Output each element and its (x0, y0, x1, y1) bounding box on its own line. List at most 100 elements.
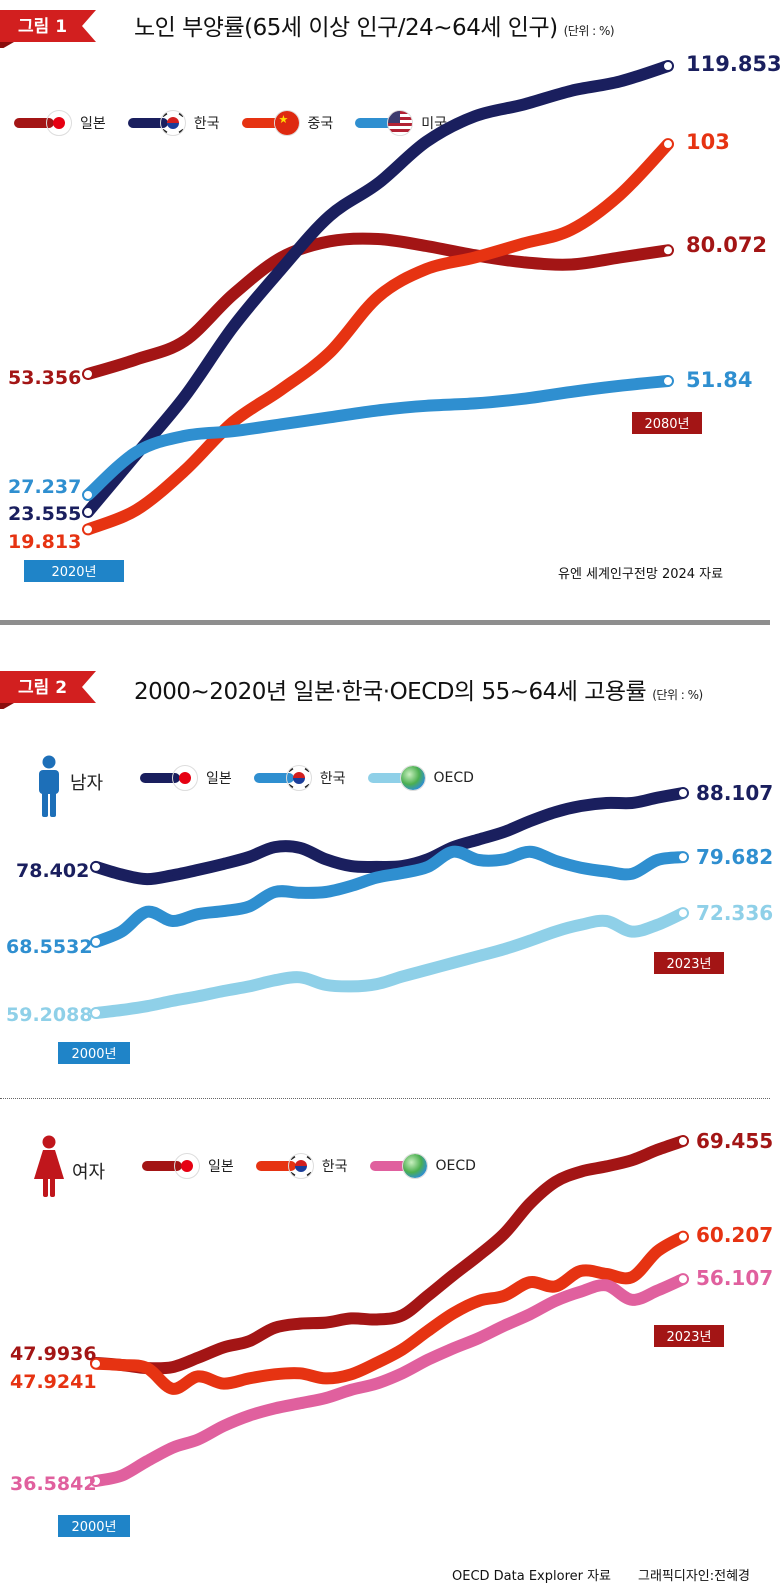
data-point (197, 869, 199, 871)
data-point (329, 215, 331, 217)
data-point (172, 1447, 174, 1449)
data-point (325, 1322, 327, 1324)
male-section-label: 남자 (70, 773, 104, 794)
data-point (299, 847, 301, 849)
data-point (135, 358, 137, 360)
data-point (197, 1375, 199, 1377)
data-point (478, 955, 480, 957)
data-point (197, 1357, 199, 1359)
data-point (121, 931, 123, 933)
end-point-marker (678, 788, 688, 798)
data-point (529, 851, 531, 853)
data-point (172, 920, 174, 922)
data-point (248, 1377, 250, 1379)
data-point (580, 867, 582, 869)
data-point (299, 1323, 301, 1325)
end-point-marker (663, 139, 673, 150)
start-value-label-china: 19.813 (8, 531, 81, 553)
data-point (377, 238, 379, 240)
data-point (503, 1233, 505, 1235)
figure-2-unit: (단위 : %) (652, 688, 703, 702)
data-point (580, 924, 582, 926)
data-point (452, 851, 454, 853)
data-point (503, 948, 505, 950)
end-year-label-male-box (654, 952, 724, 974)
legend-label: OECD (435, 1158, 476, 1174)
legend-swatch (355, 118, 396, 128)
data-point (401, 1372, 403, 1374)
data-point (197, 995, 199, 997)
legend-label: 한국 (319, 771, 346, 787)
data-point (474, 402, 476, 404)
legend-swatch (14, 118, 54, 128)
start-value-label-korea: 23.555 (8, 503, 81, 525)
data-point (274, 1407, 276, 1409)
data-point (350, 1373, 352, 1375)
start-value-label-japan-female: 47.9936 (10, 1343, 97, 1365)
legend-item-2: OECD (369, 1153, 476, 1179)
start-value-label-oecd-male: 59.2088 (6, 1004, 93, 1026)
data-point (401, 872, 403, 874)
data-point (474, 115, 476, 117)
data-point (529, 1313, 531, 1315)
data-point (478, 859, 480, 861)
data-point (299, 1372, 301, 1374)
figure-1: 그림 1 노인 부양률(65세 이상 인구/24~64세 인구) (단위 : %)… (0, 0, 780, 625)
data-point (135, 509, 137, 511)
data-point (631, 873, 633, 875)
data-point (529, 940, 531, 942)
end-point-marker (678, 1231, 688, 1242)
data-point (223, 990, 225, 992)
end-value-label-japan-female: 69.455 (696, 1129, 773, 1153)
legend-item-1: 한국 (253, 765, 346, 791)
data-point (121, 1009, 123, 1011)
globe-icon (399, 765, 426, 791)
data-point (350, 865, 352, 867)
data-point (427, 866, 429, 868)
data-point (146, 1460, 148, 1462)
data-point (631, 931, 633, 933)
legend-swatch (127, 118, 168, 128)
data-point (325, 1397, 327, 1399)
legend-swatch (241, 118, 282, 128)
data-point (656, 1250, 658, 1252)
legend-item-0: 일본 (140, 765, 232, 791)
data-point (248, 856, 250, 858)
data-point (452, 1274, 454, 1276)
korea-flag-icon (285, 765, 312, 791)
data-point (570, 391, 572, 393)
data-point (427, 1359, 429, 1361)
legend-item-1: 한국 (127, 110, 220, 136)
end-value-label-oecd-male: 72.336 (696, 901, 773, 925)
section-dotted-divider (0, 1098, 770, 1099)
legend-label: 한국 (321, 1159, 348, 1175)
data-point (184, 470, 186, 472)
data-point (172, 1366, 174, 1368)
data-point (554, 1285, 556, 1287)
data-point (223, 1425, 225, 1427)
end-value-label-korea-female: 60.207 (696, 1223, 773, 1247)
figure-1-title: 노인 부양률(65세 이상 인구/24~64세 인구) (단위 : %) (134, 8, 615, 42)
start-point-marker (83, 524, 93, 535)
legend-label: 일본 (80, 116, 106, 132)
data-point (427, 969, 429, 971)
legend-swatch (255, 1161, 296, 1171)
data-point (427, 858, 429, 860)
start-point-marker (83, 489, 93, 500)
legend-swatch (253, 773, 294, 783)
figure-2-tag-label: 그림 2 (18, 678, 68, 698)
data-point (325, 891, 327, 893)
end-value-label-china: 103 (686, 130, 730, 154)
start-year-label: 2020년 (51, 565, 96, 580)
legend-label: 일본 (206, 771, 232, 787)
male-legend: 일본 한국 OECD (140, 765, 496, 791)
china-flag-icon: ★ (273, 110, 300, 136)
data-point (274, 1373, 276, 1375)
data-point (184, 395, 186, 397)
chart-2 (90, 787, 689, 1019)
data-point (656, 924, 658, 926)
data-point (522, 243, 524, 245)
start-year-label-male-box (58, 1042, 130, 1064)
usa-flag-icon (387, 110, 414, 136)
